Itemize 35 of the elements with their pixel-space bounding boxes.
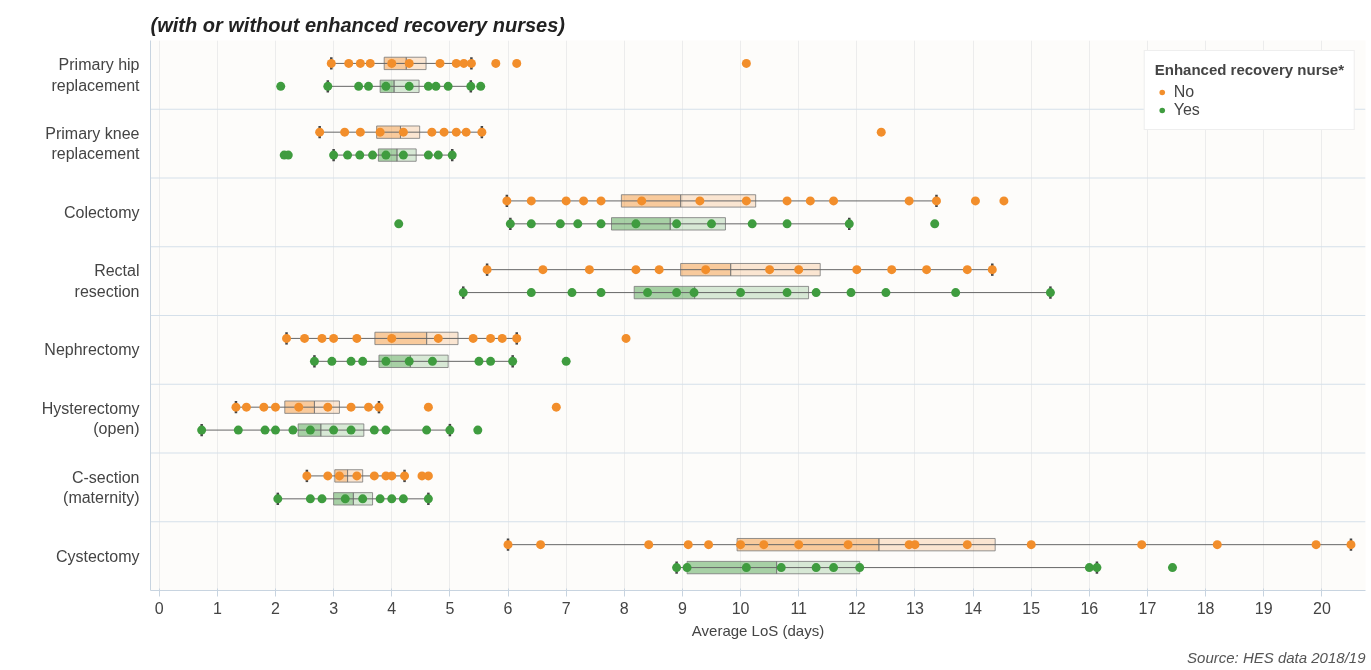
x-tick-label: 10	[731, 599, 750, 617]
x-tick-label: 2	[271, 599, 281, 617]
x-tick-label: 8	[619, 599, 629, 617]
text: Yes	[1173, 101, 1200, 119]
x-tick-label: 14	[964, 599, 983, 617]
x-tick-label: 9	[677, 599, 687, 617]
source-note: Source: HES data 2018/19	[1187, 648, 1367, 666]
y-tick-label: Rectal resection	[74, 262, 140, 300]
x-tick-label: 6	[503, 599, 513, 617]
y-tick-label: Hysterectomy (open)	[41, 399, 140, 438]
x-tick-label: 16	[1080, 599, 1099, 617]
x-tick-label: 18	[1196, 599, 1215, 617]
x-tick-label: 15	[1022, 599, 1041, 617]
x-tick-label: 19	[1254, 599, 1273, 617]
x-axis-title: Average LoS (days)	[691, 621, 825, 639]
y-tick-label: C-section (maternity)	[63, 468, 140, 507]
x-tick-label: 4	[387, 599, 397, 617]
x-tick-label: 11	[790, 599, 808, 617]
y-tick-label: Colectomy	[63, 203, 140, 221]
text: No	[1173, 83, 1195, 101]
y-tick-label: Cystectomy	[55, 547, 140, 565]
x-tick-label: 5	[445, 599, 455, 617]
x-tick-label: 0	[154, 599, 164, 617]
x-tick-label: 7	[561, 599, 571, 617]
x-tick-label: 3	[329, 599, 339, 617]
y-tick-label: Nephrectomy	[44, 341, 140, 359]
chart-title: (with or without enhanced recovery nurses)	[150, 13, 566, 36]
x-tick-label: 17	[1138, 599, 1157, 617]
x-tick-label: 12	[847, 599, 866, 617]
legend-title: Enhanced recovery nurse*	[1154, 61, 1344, 78]
x-tick-label: 20	[1313, 599, 1331, 617]
y-tick-label: Primary hip replacement	[51, 56, 141, 94]
x-tick-label: 13	[906, 599, 924, 617]
x-tick-label: 1	[212, 599, 222, 617]
y-tick-label: Primary knee replacement	[45, 124, 141, 163]
